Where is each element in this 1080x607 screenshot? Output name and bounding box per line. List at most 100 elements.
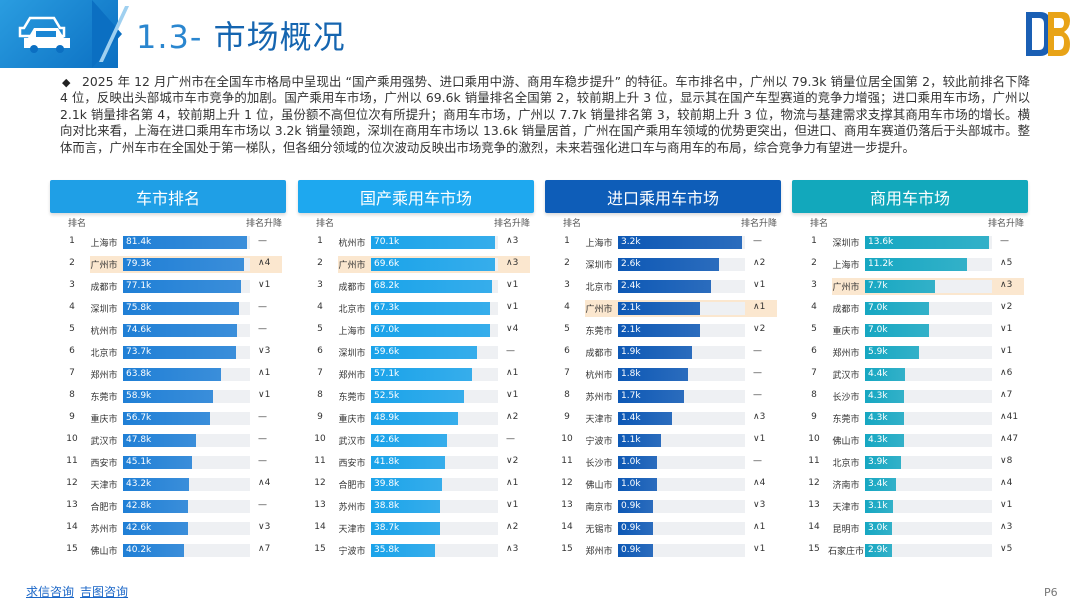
- bar-track: 57.1k: [371, 368, 498, 381]
- rank-change: ∨5: [1000, 544, 1013, 554]
- bar: 4.3k: [865, 390, 904, 403]
- bar: 47.8k: [123, 434, 196, 447]
- bar: 57.1k: [371, 368, 472, 381]
- rank-number: 3: [564, 280, 570, 290]
- footer-link-qiuxin[interactable]: 求信咨询: [26, 585, 75, 599]
- column-header-change: 排名升降: [493, 219, 530, 229]
- bar-track: 1.8k: [618, 368, 745, 381]
- city-name: 南京市: [585, 503, 613, 513]
- bar-value-label: 1.0k: [621, 479, 641, 489]
- bar: 56.7k: [123, 412, 210, 425]
- rank-number: 4: [811, 302, 817, 312]
- rank-change: ∧7: [258, 544, 271, 554]
- rank-change: ∨2: [506, 456, 519, 466]
- table-row: 11 西安市 45.1k —: [50, 452, 286, 474]
- panel-title: 商用车市场: [792, 180, 1028, 213]
- rank-number: 8: [811, 390, 817, 400]
- table-row: 3 北京市 2.4k ∨1: [545, 276, 781, 298]
- bar: 59.6k: [371, 346, 477, 359]
- city-name: 天津市: [90, 481, 118, 491]
- bar-value-label: 2.9k: [868, 545, 888, 555]
- rank-number: 9: [811, 412, 817, 422]
- rank-number: 12: [314, 478, 326, 488]
- bar-track: 42.6k: [123, 522, 250, 535]
- city-name: 武汉市: [338, 437, 366, 447]
- table-row: 6 成都市 1.9k —: [545, 342, 781, 364]
- bar-value-label: 38.7k: [374, 523, 400, 533]
- rank-change: ∨8: [1000, 456, 1013, 466]
- rank-change: —: [258, 434, 267, 444]
- bar-track: 69.6k: [371, 258, 498, 271]
- bar-value-label: 0.9k: [621, 501, 641, 511]
- rank-change: ∧6: [1000, 368, 1013, 378]
- rank-change: —: [753, 456, 762, 466]
- city-name: 上海市: [90, 239, 118, 249]
- bar: 3.9k: [865, 456, 901, 469]
- rank-number: 10: [66, 434, 78, 444]
- column-header-rank: 排名: [810, 219, 829, 229]
- panel-title: 车市排名: [50, 180, 286, 213]
- table-row: 14 无锡市 0.9k ∧1: [545, 518, 781, 540]
- bar-track: 67.0k: [371, 324, 498, 337]
- footer-link-jitu[interactable]: 吉图咨询: [80, 585, 129, 599]
- bar-value-label: 77.1k: [126, 281, 152, 291]
- rank-change: ∧3: [506, 544, 519, 554]
- city-name: 长沙市: [832, 393, 860, 403]
- bar-value-label: 45.1k: [126, 457, 152, 467]
- bar: 42.6k: [371, 434, 447, 447]
- bar-value-label: 4.3k: [868, 391, 888, 401]
- bar: 4.3k: [865, 412, 904, 425]
- bar-value-label: 59.6k: [374, 347, 400, 357]
- bar-track: 2.9k: [865, 544, 992, 557]
- rank-number: 10: [561, 434, 573, 444]
- city-name: 苏州市: [338, 503, 366, 513]
- bar-track: 58.9k: [123, 390, 250, 403]
- table-row: 5 杭州市 74.6k —: [50, 320, 286, 342]
- bar: 2.1k: [618, 324, 700, 337]
- bar: 67.0k: [371, 324, 490, 337]
- bar-value-label: 67.0k: [374, 325, 400, 335]
- bar-track: 1.1k: [618, 434, 745, 447]
- table-row: 2 广州市 69.6k ∧3: [298, 254, 534, 276]
- table-row: 11 长沙市 1.0k —: [545, 452, 781, 474]
- city-name: 佛山市: [832, 437, 860, 447]
- bar-value-label: 48.9k: [374, 413, 400, 423]
- rank-number: 15: [66, 544, 78, 554]
- column-header-rank: 排名: [316, 219, 335, 229]
- rank-number: 13: [314, 500, 326, 510]
- bar: 35.8k: [371, 544, 435, 557]
- bar-track: 4.3k: [865, 412, 992, 425]
- bar: 2.1k: [618, 302, 700, 315]
- rank-number: 2: [564, 258, 570, 268]
- rank-number: 15: [808, 544, 820, 554]
- bar: 81.4k: [123, 236, 247, 249]
- rank-number: 13: [808, 500, 820, 510]
- bar-value-label: 42.6k: [126, 523, 152, 533]
- bar-value-label: 1.9k: [621, 347, 641, 357]
- bar-value-label: 67.3k: [374, 303, 400, 313]
- rank-change: ∧5: [1000, 258, 1013, 268]
- bar-track: 7.0k: [865, 302, 992, 315]
- city-name: 长沙市: [585, 459, 613, 469]
- rank-change: —: [258, 324, 267, 334]
- rank-change: ∧4: [258, 478, 271, 488]
- bar: 3.2k: [618, 236, 742, 249]
- panel-title: 进口乘用车市场: [545, 180, 781, 213]
- rank-number: 6: [69, 346, 75, 356]
- bar: 70.1k: [371, 236, 495, 249]
- bar-value-label: 3.4k: [868, 479, 888, 489]
- header-chevron: [92, 0, 122, 68]
- bar: 13.6k: [865, 236, 989, 249]
- bar-track: 1.7k: [618, 390, 745, 403]
- bar-value-label: 4.3k: [868, 435, 888, 445]
- bar: 1.7k: [618, 390, 684, 403]
- bar: 67.3k: [371, 302, 490, 315]
- rank-number: 5: [811, 324, 817, 334]
- bar-track: 5.9k: [865, 346, 992, 359]
- bar-track: 11.2k: [865, 258, 992, 271]
- city-name: 合肥市: [90, 503, 118, 513]
- table-row: 8 苏州市 1.7k —: [545, 386, 781, 408]
- bar: 41.8k: [371, 456, 445, 469]
- table-row: 14 天津市 38.7k ∧2: [298, 518, 534, 540]
- table-row: 9 重庆市 48.9k ∧2: [298, 408, 534, 430]
